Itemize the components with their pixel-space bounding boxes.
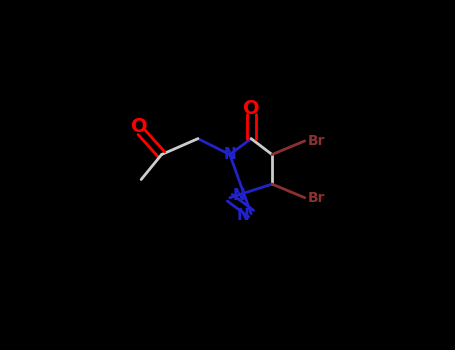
Text: Br: Br	[308, 191, 325, 205]
Text: O: O	[131, 117, 147, 136]
Text: N: N	[233, 188, 245, 203]
Text: N: N	[223, 147, 236, 162]
Text: N: N	[237, 208, 249, 223]
Text: O: O	[243, 99, 259, 118]
Text: Br: Br	[308, 134, 325, 148]
